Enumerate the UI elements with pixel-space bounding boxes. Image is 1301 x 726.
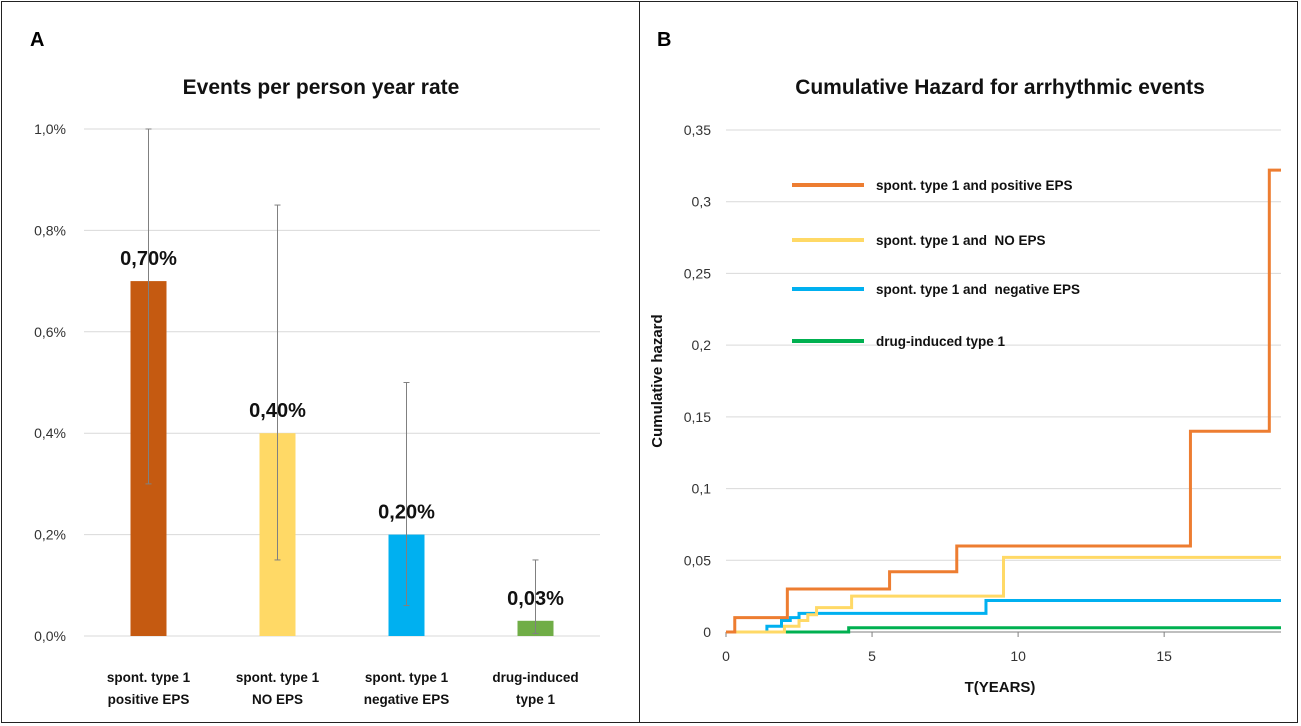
series-lines-b (726, 168, 1281, 634)
category-label-2: NO EPS (252, 692, 303, 707)
category-label-1: positive EPS (108, 692, 190, 707)
legend-b: spont. type 1 and positive EPS spont. typ… (792, 178, 1080, 349)
y-tick-label-b: 0,05 (684, 552, 711, 568)
series-line-4 (726, 626, 1281, 634)
series-line-3 (726, 598, 1281, 634)
error-bars-a (145, 128, 539, 634)
data-labels-a: 0,70% 0,40% 0,20% 0,03% (120, 248, 564, 610)
series-line-2 (726, 555, 1281, 634)
y-tick-label-a: 0,8% (34, 222, 66, 238)
x-axis-title-b: T(YEARS) (965, 679, 1036, 696)
panel-a: A Events per person year rate 0,0%0,2%0,… (30, 29, 600, 707)
x-tick-label-b: 15 (1156, 648, 1172, 664)
x-tick-labels-b: 0 5 10 15 (722, 632, 1172, 664)
data-label-2: 0,40% (249, 400, 306, 422)
y-tick-label-a: 0,6% (34, 324, 66, 340)
y-tick-labels-b: 0 0,05 0,1 0,15 0,2 0,25 0,3 0,35 (684, 122, 711, 640)
panel-b: B Cumulative Hazard for arrhythmic event… (649, 29, 1281, 696)
y-tick-label-b: 0,35 (684, 122, 711, 138)
data-label-1: 0,70% (120, 248, 177, 270)
legend-label-1: spont. type 1 and positive EPS (876, 178, 1073, 193)
y-tick-label-b: 0,2 (692, 337, 712, 353)
chart-title-a: Events per person year rate (183, 76, 460, 99)
legend-label-4: drug-induced type 1 (876, 334, 1006, 349)
y-tick-label-b: 0,25 (684, 265, 711, 281)
panel-divider (639, 1, 640, 723)
y-tick-label-b: 0,1 (692, 481, 712, 497)
bars-a (130, 281, 554, 636)
y-tick-label-b: 0,15 (684, 409, 711, 425)
y-tick-label-b: 0,3 (692, 194, 712, 210)
category-label-3: negative EPS (364, 692, 450, 707)
gridlines-a (84, 128, 600, 637)
chart-title-b: Cumulative Hazard for arrhythmic events (795, 76, 1205, 99)
legend-label-2: spont. type 1 and NO EPS (876, 233, 1046, 248)
y-tick-label-b: 0 (703, 624, 711, 640)
y-tick-label-a: 0,0% (34, 628, 66, 644)
category-labels-a: spont. type 1 positive EPS spont. type 1 NO… (107, 670, 579, 707)
data-label-4: 0,03% (507, 588, 564, 610)
category-label-3: spont. type 1 (365, 670, 449, 685)
category-label-4: drug-induced (492, 670, 578, 685)
category-label-2: spont. type 1 (236, 670, 320, 685)
category-label-1: spont. type 1 (107, 670, 191, 685)
y-axis-title-b: Cumulative hazard (649, 314, 666, 447)
series-line-1 (726, 168, 1281, 634)
x-tick-label-b: 5 (868, 648, 876, 664)
panel-label-a: A (30, 29, 44, 51)
panel-label-b: B (657, 29, 671, 51)
x-tick-label-b: 10 (1010, 648, 1026, 664)
y-tick-label-a: 1,0% (34, 121, 66, 137)
y-tick-labels-a: 0,0% 0,2% 0,4% 0,6% 0,8% 1,0% (34, 121, 66, 644)
legend-label-3: spont. type 1 and negative EPS (876, 282, 1080, 297)
data-label-3: 0,20% (378, 502, 435, 524)
y-tick-label-a: 0,2% (34, 527, 66, 543)
x-tick-label-b: 0 (722, 648, 730, 664)
y-tick-label-a: 0,4% (34, 425, 66, 441)
category-label-4: type 1 (516, 692, 556, 707)
